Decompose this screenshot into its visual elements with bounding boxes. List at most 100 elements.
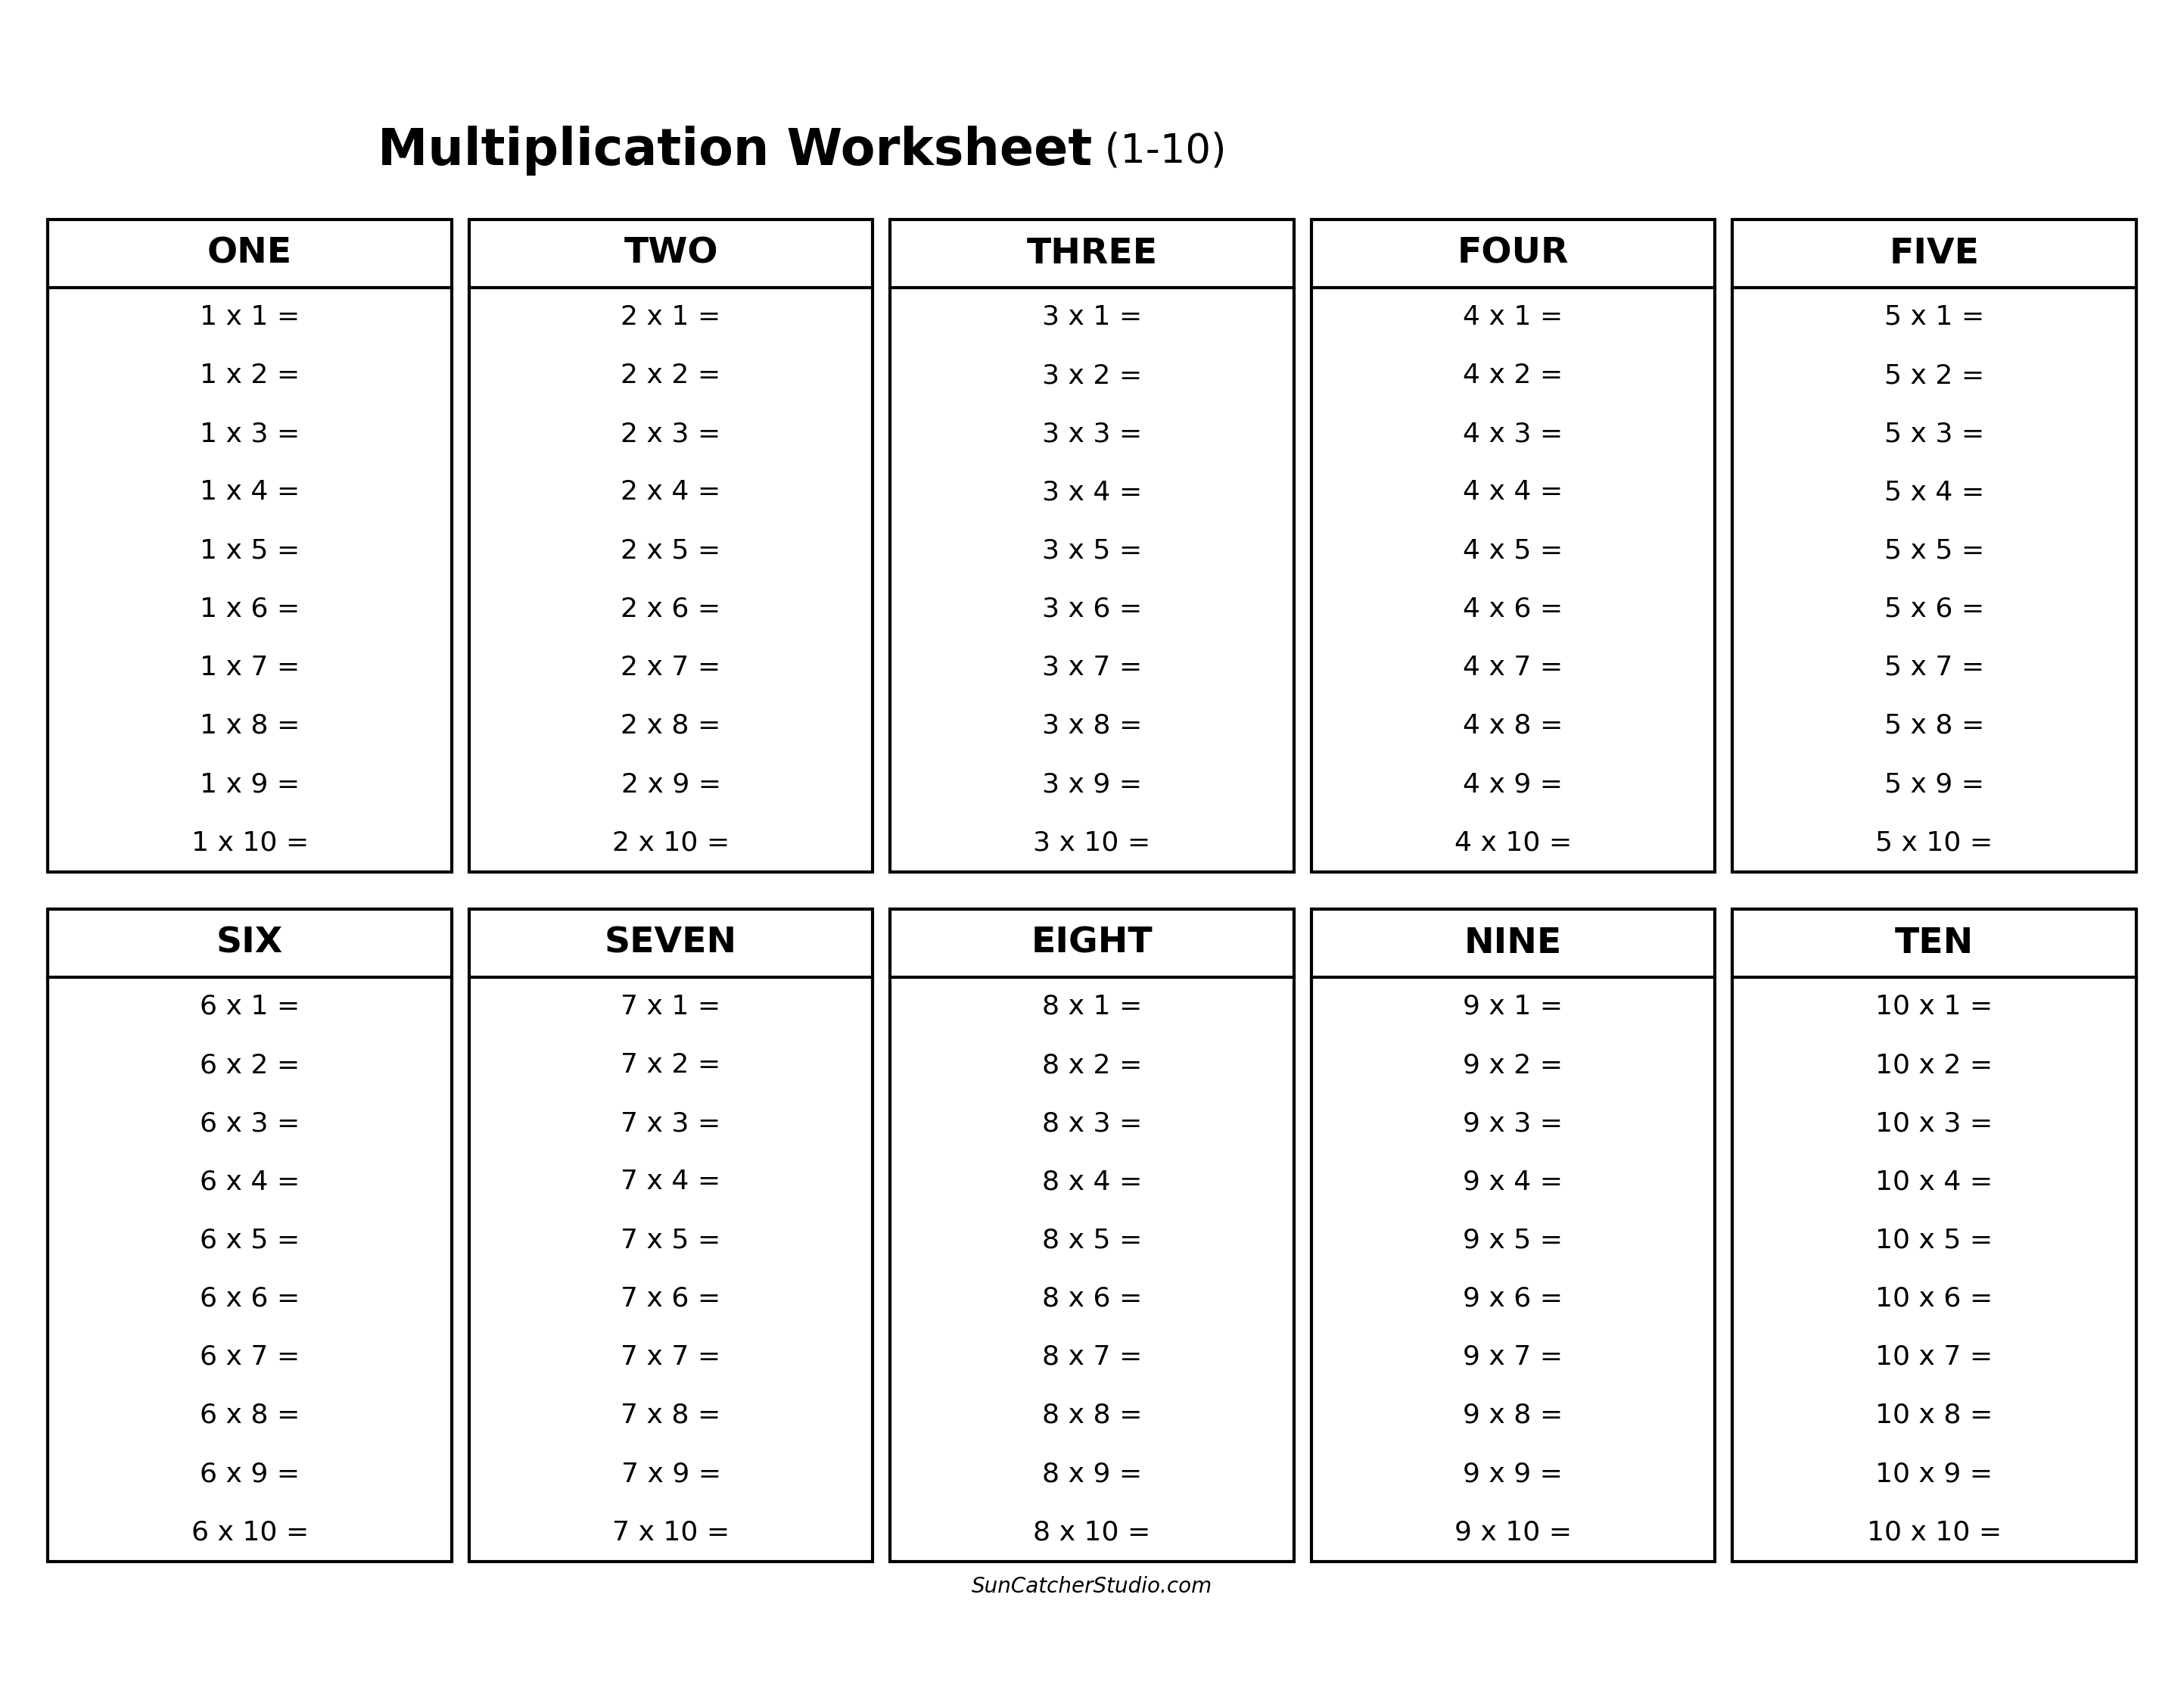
Text: 9 x 9 =: 9 x 9 = [1463, 1460, 1564, 1487]
Text: 3 x 3 =: 3 x 3 = [1042, 420, 1142, 447]
Text: 3 x 1 =: 3 x 1 = [1042, 304, 1142, 331]
Text: 5 x 1 =: 5 x 1 = [1885, 304, 1985, 331]
Text: ONE: ONE [207, 236, 293, 270]
FancyBboxPatch shape [48, 219, 452, 871]
Text: 5 x 4 =: 5 x 4 = [1885, 479, 1985, 505]
Text: 10 x 8 =: 10 x 8 = [1876, 1403, 1994, 1428]
Text: 6 x 10 =: 6 x 10 = [192, 1519, 308, 1545]
Text: 2 x 9 =: 2 x 9 = [620, 771, 721, 797]
Text: 5 x 6 =: 5 x 6 = [1885, 596, 1985, 621]
FancyBboxPatch shape [1732, 910, 2136, 1561]
Text: 8 x 3 =: 8 x 3 = [1042, 1111, 1142, 1136]
Text: 7 x 7 =: 7 x 7 = [620, 1344, 721, 1371]
Text: 2 x 6 =: 2 x 6 = [620, 596, 721, 621]
Text: 2 x 4 =: 2 x 4 = [620, 479, 721, 505]
Text: 7 x 3 =: 7 x 3 = [620, 1111, 721, 1136]
Text: 2 x 1 =: 2 x 1 = [620, 304, 721, 331]
Text: 10 x 6 =: 10 x 6 = [1876, 1286, 1992, 1312]
Text: 1 x 4 =: 1 x 4 = [199, 479, 299, 505]
Text: 4 x 1 =: 4 x 1 = [1463, 304, 1564, 331]
Text: TEN: TEN [1896, 927, 1974, 960]
Text: 9 x 8 =: 9 x 8 = [1463, 1403, 1564, 1428]
Text: TWO: TWO [625, 236, 719, 270]
Text: SIX: SIX [216, 927, 284, 960]
Text: 6 x 3 =: 6 x 3 = [199, 1111, 299, 1136]
Text: SunCatcherStudio.com: SunCatcherStudio.com [972, 1577, 1212, 1597]
Text: 6 x 7 =: 6 x 7 = [199, 1344, 299, 1371]
Text: 10 x 3 =: 10 x 3 = [1876, 1111, 1992, 1136]
Text: SEVEN: SEVEN [605, 927, 738, 960]
FancyBboxPatch shape [891, 910, 1293, 1561]
Text: 6 x 2 =: 6 x 2 = [199, 1052, 299, 1079]
Text: 4 x 9 =: 4 x 9 = [1463, 771, 1564, 797]
Text: 10 x 2 =: 10 x 2 = [1876, 1052, 1992, 1079]
Text: 4 x 2 =: 4 x 2 = [1463, 363, 1564, 388]
Text: 3 x 7 =: 3 x 7 = [1042, 655, 1142, 680]
Text: 9 x 10 =: 9 x 10 = [1455, 1519, 1572, 1545]
Text: 2 x 10 =: 2 x 10 = [612, 830, 729, 856]
Text: 7 x 8 =: 7 x 8 = [620, 1403, 721, 1428]
Text: 5 x 2 =: 5 x 2 = [1885, 363, 1985, 388]
FancyBboxPatch shape [48, 910, 452, 1561]
Text: 3 x 4 =: 3 x 4 = [1042, 479, 1142, 505]
Text: 8 x 5 =: 8 x 5 = [1042, 1227, 1142, 1252]
Text: 3 x 9 =: 3 x 9 = [1042, 771, 1142, 797]
Text: 2 x 8 =: 2 x 8 = [620, 712, 721, 739]
Text: 7 x 5 =: 7 x 5 = [620, 1227, 721, 1252]
Text: 7 x 10 =: 7 x 10 = [612, 1519, 729, 1545]
Text: 2 x 7 =: 2 x 7 = [620, 655, 721, 680]
Text: 3 x 8 =: 3 x 8 = [1042, 712, 1142, 739]
Text: 7 x 2 =: 7 x 2 = [620, 1052, 721, 1079]
Text: 2 x 2 =: 2 x 2 = [620, 363, 721, 388]
Text: 2 x 3 =: 2 x 3 = [620, 420, 721, 447]
Text: 3 x 5 =: 3 x 5 = [1042, 538, 1142, 564]
Text: 1 x 5 =: 1 x 5 = [199, 538, 299, 564]
Text: 4 x 5 =: 4 x 5 = [1463, 538, 1564, 564]
Text: 7 x 4 =: 7 x 4 = [620, 1170, 721, 1195]
Text: 9 x 7 =: 9 x 7 = [1463, 1344, 1564, 1371]
Text: 3 x 6 =: 3 x 6 = [1042, 596, 1142, 621]
Text: 8 x 10 =: 8 x 10 = [1033, 1519, 1151, 1545]
Text: 4 x 6 =: 4 x 6 = [1463, 596, 1564, 621]
Text: 6 x 6 =: 6 x 6 = [199, 1286, 299, 1312]
Text: 4 x 10 =: 4 x 10 = [1455, 830, 1572, 856]
Text: 7 x 6 =: 7 x 6 = [620, 1286, 721, 1312]
Text: 8 x 6 =: 8 x 6 = [1042, 1286, 1142, 1312]
Text: 8 x 8 =: 8 x 8 = [1042, 1403, 1142, 1428]
Text: 10 x 9 =: 10 x 9 = [1876, 1460, 1992, 1487]
Text: 7 x 1 =: 7 x 1 = [620, 994, 721, 1020]
Text: 1 x 3 =: 1 x 3 = [199, 420, 299, 447]
Text: 6 x 4 =: 6 x 4 = [199, 1170, 299, 1195]
Text: 9 x 5 =: 9 x 5 = [1463, 1227, 1564, 1252]
Text: 10 x 5 =: 10 x 5 = [1876, 1227, 1992, 1252]
Text: 8 x 4 =: 8 x 4 = [1042, 1170, 1142, 1195]
Text: 9 x 4 =: 9 x 4 = [1463, 1170, 1564, 1195]
Text: 1 x 8 =: 1 x 8 = [199, 712, 299, 739]
Text: 5 x 7 =: 5 x 7 = [1885, 655, 1985, 680]
Text: 5 x 3 =: 5 x 3 = [1885, 420, 1985, 447]
Text: 8 x 9 =: 8 x 9 = [1042, 1460, 1142, 1487]
Text: 10 x 10 =: 10 x 10 = [1867, 1519, 2001, 1545]
Text: FOUR: FOUR [1457, 236, 1568, 270]
Text: 3 x 10 =: 3 x 10 = [1033, 830, 1151, 856]
Text: 3 x 2 =: 3 x 2 = [1042, 363, 1142, 388]
Text: 1 x 2 =: 1 x 2 = [199, 363, 299, 388]
Text: 8 x 1 =: 8 x 1 = [1042, 994, 1142, 1020]
Text: 1 x 9 =: 1 x 9 = [201, 771, 299, 797]
Text: 2 x 5 =: 2 x 5 = [620, 538, 721, 564]
Text: 4 x 7 =: 4 x 7 = [1463, 655, 1564, 680]
Text: 6 x 8 =: 6 x 8 = [199, 1403, 299, 1428]
Text: 4 x 4 =: 4 x 4 = [1463, 479, 1564, 505]
Text: 9 x 3 =: 9 x 3 = [1463, 1111, 1564, 1136]
Text: FIVE: FIVE [1889, 236, 1979, 270]
Text: 6 x 1 =: 6 x 1 = [199, 994, 299, 1020]
Text: 1 x 7 =: 1 x 7 = [199, 655, 299, 680]
Text: 9 x 1 =: 9 x 1 = [1463, 994, 1564, 1020]
Text: 10 x 4 =: 10 x 4 = [1876, 1170, 1992, 1195]
Text: 10 x 7 =: 10 x 7 = [1876, 1344, 1992, 1371]
Text: Multiplication Worksheet: Multiplication Worksheet [378, 127, 1092, 176]
Text: 5 x 8 =: 5 x 8 = [1885, 712, 1985, 739]
FancyBboxPatch shape [1310, 219, 1714, 871]
Text: 8 x 2 =: 8 x 2 = [1042, 1052, 1142, 1079]
Text: 4 x 3 =: 4 x 3 = [1463, 420, 1564, 447]
